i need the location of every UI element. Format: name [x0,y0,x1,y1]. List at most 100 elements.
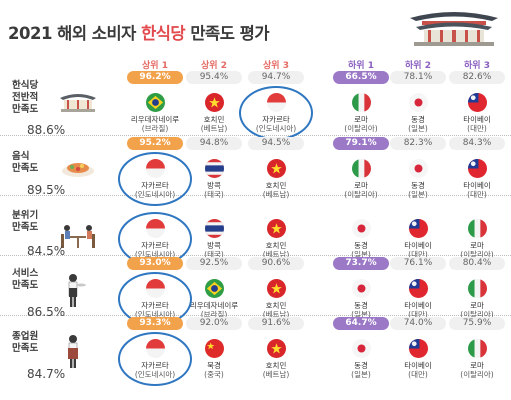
city-name: 호치민 [265,361,287,370]
column-header-5: 하위 2 [405,61,431,71]
satisfaction-percent: 92.0% [186,317,242,330]
city-cell: 94.8% 방콕 (태국) [183,137,245,199]
satisfaction-percent: 80.4% [449,257,505,270]
city-name: 로마 [470,301,484,310]
column-header-3: 상위 3 [263,61,289,71]
city-cell: 96.2% 리우데자네이루 (브라질) [124,71,186,133]
city-cell: 82.6% 타이베이 (대만) [446,71,508,133]
satisfaction-percent: 93.0% [127,257,183,270]
city-cell: 64.7% 동경 (일본) [330,317,392,379]
satisfaction-percent: 79.1% [333,137,389,150]
row-score: 89.5% [27,183,66,197]
satisfaction-percent: 66.5% [333,71,389,84]
country-name: (일본) [408,190,428,199]
city-name: 동경 [411,115,425,124]
satisfaction-percent: 76.1% [390,257,446,270]
category-line: 만족도 [12,222,39,233]
city-name: 동경 [354,301,368,310]
satisfaction-percent: 94.8% [186,137,242,150]
satisfaction-percent: 90.6% [248,257,304,270]
row-illustration [58,273,88,313]
country-name: (태국) [204,190,224,199]
category-line: 분위기 [12,210,39,221]
city-cell: 92.0% 북경 (중국) [183,317,245,379]
country-name: (태국) [204,250,224,259]
row-illustration [58,334,88,374]
brazil-flag-icon [145,93,165,112]
satisfaction-percent: 92.5% [186,257,242,270]
city-name: 동경 [354,361,368,370]
city-name: 로마 [354,115,368,124]
column-header-6: 하위 3 [464,61,490,71]
city-cell: 92.5% 리우데자네이루 (브라질) [183,257,245,319]
city-name: 타이베이 [463,115,491,124]
city-cell: 82.3% 동경 (일본) [387,137,449,199]
row-illustration [58,222,98,256]
city-name: 방콕 [207,181,221,190]
category-line: 음식 [12,151,30,162]
city-name: 호치민 [203,115,225,124]
category-line: 만족도 [12,163,39,174]
italy-flag-icon [467,339,487,358]
row-illustration [58,155,98,185]
satisfaction-percent: 74.0% [390,317,446,330]
city-name: 동경 [354,241,368,250]
brazil-flag-icon [204,279,224,298]
taiwan-flag-icon [467,93,487,112]
category-line: 한식당 [12,80,39,91]
row-divider [0,255,511,256]
city-name: 방콕 [207,241,221,250]
city-cell: 84.3% 타이베이 (대만) [446,137,508,199]
highlight-ring [239,86,313,140]
city-name: 호치민 [265,301,287,310]
column-header-1: 상위 1 [142,61,168,71]
row-divider [0,195,511,196]
city-cell: 90.6% 호치민 (베트남) [245,257,307,319]
row-category-label: 음식 만족도 [12,151,38,175]
city-name: 동경 [411,181,425,190]
row-category-label: 서비스 만족도 [12,268,38,292]
city-cell: 73.7% 동경 (일본) [330,257,392,319]
satisfaction-percent: 73.7% [333,257,389,270]
satisfaction-percent: 84.3% [449,137,505,150]
country-name: (대만) [467,124,487,133]
category-line: 만족도 [12,104,39,115]
category-line: 전반적 [12,92,39,103]
row-category-label: 종업원 만족도 [12,331,38,355]
satisfaction-percent: 95.2% [127,137,183,150]
row-category-label: 한식당 전반적 만족도 [12,80,38,116]
city-cell: 80.4% 로마 (이탈리아) [446,257,508,319]
country-name: (이탈리아) [344,190,378,199]
city-cell: 75.9% 로마 (이탈리아) [446,317,508,379]
column-header-4: 하위 1 [348,61,374,71]
china-flag-icon [204,339,224,358]
thailand-flag-icon [204,159,224,178]
country-name: (베트남) [200,124,228,133]
country-name: (브라질) [200,310,228,319]
country-name: (일본) [351,250,371,259]
vietnam-flag-icon [204,93,224,112]
city-name: 로마 [470,241,484,250]
palace-illustration [410,12,498,46]
satisfaction-percent: 75.9% [449,317,505,330]
city-name: 리우데자네이루 [130,115,180,124]
category-line: 만족도 [12,280,39,291]
city-name: 타이베이 [463,181,491,190]
thailand-flag-icon [204,219,224,238]
satisfaction-percent: 64.7% [333,317,389,330]
japan-flag-icon [408,93,428,112]
satisfaction-percent: 93.3% [127,317,183,330]
city-cell: 94.5% 호치민 (베트남) [245,137,307,199]
japan-flag-icon [351,279,371,298]
satisfaction-percent: 94.5% [248,137,304,150]
country-name: (베트남) [262,370,290,379]
title-suffix: 만족도 평가 [185,24,269,43]
country-name: (일본) [408,124,428,133]
country-name: (베트남) [262,250,290,259]
satisfaction-percent: 78.1% [390,71,446,84]
taiwan-flag-icon [408,279,428,298]
satisfaction-percent: 94.7% [248,71,304,84]
japan-flag-icon [351,219,371,238]
row-category-label: 분위기 만족도 [12,210,38,234]
country-name: (중국) [204,370,224,379]
